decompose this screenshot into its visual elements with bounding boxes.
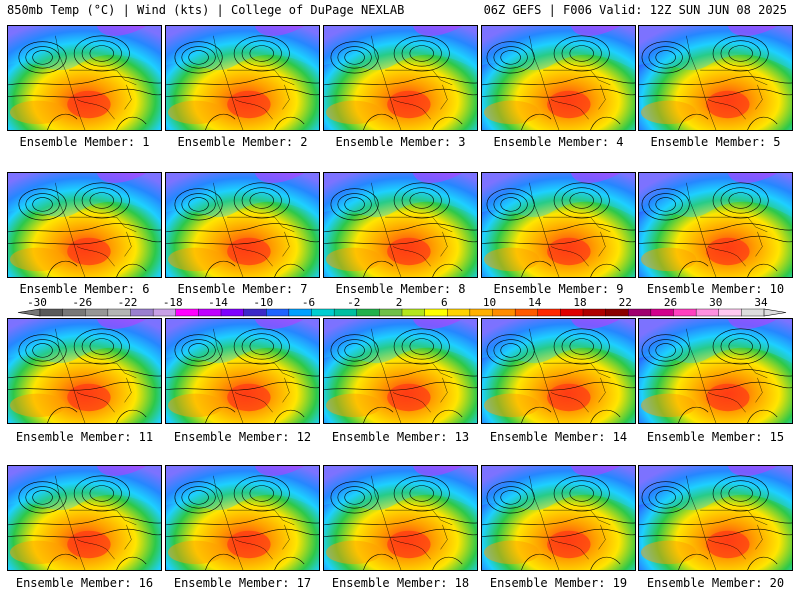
colorbar-segment <box>560 308 584 317</box>
ensemble-member-map-17[interactable] <box>165 465 320 571</box>
ensemble-member-map-5[interactable] <box>638 25 793 131</box>
ensemble-member-map-7[interactable] <box>165 172 320 278</box>
ensemble-member-map-10[interactable] <box>638 172 793 278</box>
ensemble-member-map-6[interactable] <box>7 172 162 278</box>
colorbar-segment <box>492 308 516 317</box>
colorbar-segment <box>220 308 245 317</box>
colorbar-tick-label: -10 <box>253 296 273 309</box>
ensemble-member-label: Ensemble Member: 17 <box>173 576 312 590</box>
colorbar-tick-label: -30 <box>27 296 47 309</box>
ensemble-member-map-2[interactable] <box>165 25 320 131</box>
colorbar-segment <box>650 308 674 317</box>
ensemble-member-label: Ensemble Member: 4 <box>493 135 624 149</box>
header-title: 850mb Temp (°C) | Wind (kts) | College o… <box>7 3 405 17</box>
colorbar-tick-label: 6 <box>441 296 448 309</box>
ensemble-member-label: Ensemble Member: 5 <box>650 135 781 149</box>
colorbar-tick-label: 2 <box>396 296 403 309</box>
colorbar-tick-label: 10 <box>483 296 496 309</box>
colorbar-segment <box>673 308 697 317</box>
colorbar-segment <box>537 308 561 317</box>
colorbar-tick-label: 34 <box>754 296 768 309</box>
colorbar-segment <box>175 308 199 317</box>
colorbar-segment <box>198 308 222 317</box>
ensemble-member-map-18[interactable] <box>323 465 478 571</box>
colorbar-tick-label: 22 <box>619 296 632 309</box>
colorbar-segment <box>266 308 290 317</box>
header-run-info: 06Z GEFS | F006 Valid: 12Z SUN JUN 08 20… <box>483 3 787 17</box>
colorbar-tick-label: -18 <box>163 296 183 309</box>
colorbar-segment <box>152 308 177 317</box>
ensemble-member-map-20[interactable] <box>638 465 793 571</box>
colorbar-segment <box>628 308 652 317</box>
ensemble-member-label: Ensemble Member: 6 <box>19 282 150 296</box>
colorbar-low-arrow <box>17 308 41 317</box>
ensemble-member-map-4[interactable] <box>481 25 636 131</box>
colorbar-tick-label: 30 <box>709 296 722 309</box>
colorbar-tick-label: -26 <box>72 296 92 309</box>
colorbar-tick-label: 26 <box>664 296 677 309</box>
ensemble-member-label: Ensemble Member: 12 <box>173 430 312 444</box>
ensemble-member-label: Ensemble Member: 3 <box>335 135 466 149</box>
ensemble-member-map-11[interactable] <box>7 318 162 424</box>
ensemble-member-label: Ensemble Member: 20 <box>646 576 785 590</box>
ensemble-member-map-16[interactable] <box>7 465 162 571</box>
ensemble-member-map-14[interactable] <box>481 318 636 424</box>
ensemble-member-label: Ensemble Member: 13 <box>331 430 470 444</box>
colorbar-segment <box>379 308 403 317</box>
colorbar-tick-label: -6 <box>302 296 315 309</box>
ensemble-member-label: Ensemble Member: 11 <box>15 430 154 444</box>
ensemble-member-label: Ensemble Member: 8 <box>335 282 466 296</box>
colorbar-segment <box>356 308 380 317</box>
ensemble-member-label: Ensemble Member: 1 <box>19 135 150 149</box>
ensemble-member-map-15[interactable] <box>638 318 793 424</box>
colorbar-segment <box>401 308 426 317</box>
colorbar-segment <box>85 308 109 317</box>
ensemble-member-label: Ensemble Member: 14 <box>489 430 628 444</box>
colorbar-segment <box>333 308 358 317</box>
ensemble-member-label: Ensemble Member: 18 <box>331 576 470 590</box>
temperature-colorbar: -30-26-22-18-14-10-6-2261014182226303438… <box>17 296 800 317</box>
colorbar-tick-label: 14 <box>528 296 542 309</box>
colorbar-tick-label: -2 <box>347 296 360 309</box>
colorbar-segment <box>741 308 765 317</box>
ensemble-member-label: Ensemble Member: 15 <box>646 430 785 444</box>
colorbar-segment <box>107 308 131 317</box>
colorbar-segment <box>130 308 154 317</box>
colorbar-segment <box>695 308 720 317</box>
colorbar-segment <box>311 308 335 317</box>
ensemble-member-map-12[interactable] <box>165 318 320 424</box>
colorbar-segment <box>718 308 742 317</box>
ensemble-member-map-3[interactable] <box>323 25 478 131</box>
colorbar-tick-label: -22 <box>118 296 138 309</box>
colorbar-segment <box>243 308 267 317</box>
ensemble-member-label: Ensemble Member: 10 <box>646 282 785 296</box>
colorbar-segment <box>62 308 86 317</box>
colorbar-tick-label: 18 <box>573 296 586 309</box>
colorbar-segment <box>447 308 471 317</box>
ensemble-member-map-19[interactable] <box>481 465 636 571</box>
ensemble-member-label: Ensemble Member: 7 <box>177 282 308 296</box>
colorbar-segment <box>39 308 64 317</box>
ensemble-member-map-9[interactable] <box>481 172 636 278</box>
ensemble-member-label: Ensemble Member: 16 <box>15 576 154 590</box>
colorbar-tick-label: -14 <box>208 296 228 309</box>
colorbar-segment <box>605 308 629 317</box>
colorbar-segment <box>424 308 448 317</box>
ensemble-member-label: Ensemble Member: 9 <box>493 282 624 296</box>
ensemble-member-label: Ensemble Member: 19 <box>489 576 628 590</box>
colorbar-segment <box>514 308 539 317</box>
colorbar-segment <box>582 308 607 317</box>
ensemble-member-map-13[interactable] <box>323 318 478 424</box>
ensemble-member-map-1[interactable] <box>7 25 162 131</box>
ensemble-member-label: Ensemble Member: 2 <box>177 135 308 149</box>
ensemble-member-map-8[interactable] <box>323 172 478 278</box>
colorbar-segment <box>288 308 312 317</box>
colorbar-high-arrow <box>763 308 787 317</box>
colorbar-segment <box>469 308 493 317</box>
